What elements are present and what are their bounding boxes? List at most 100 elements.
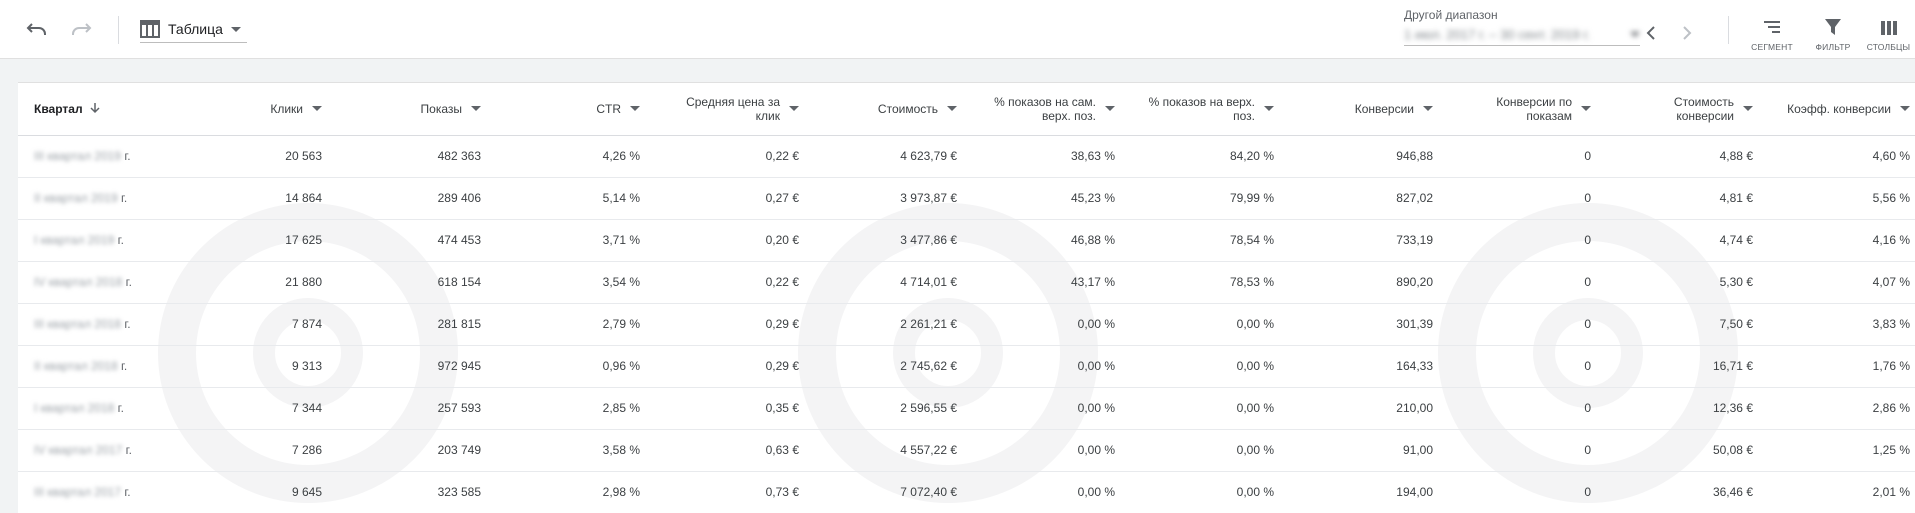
cell-cost: 4 714,01 € (807, 261, 965, 304)
cell-clicks: 7 874 (163, 303, 330, 346)
col-header-clicks[interactable]: Клики (163, 83, 330, 136)
col-header-quarter[interactable]: Квартал (18, 83, 163, 136)
cell-top: 78,54 % (1123, 219, 1282, 262)
cell-view-conversions: 0 (1441, 429, 1599, 472)
table-row: III квартал 2019 г. 20 563 482 363 4,26 … (18, 135, 1915, 178)
cell-conv-rate: 4,16 % (1761, 219, 1915, 262)
col-header-conversions[interactable]: Конверсии (1282, 83, 1441, 136)
view-select-label: Таблица (168, 21, 223, 37)
table-row: IV квартал 2018 г. 21 880 618 154 3,54 %… (18, 261, 1915, 304)
cell-abs-top: 43,17 % (965, 261, 1123, 304)
cell-impressions: 323 585 (330, 471, 489, 513)
cell-ctr: 3,58 % (489, 429, 648, 472)
cell-top: 0,00 % (1123, 429, 1282, 472)
columns-icon (1880, 21, 1897, 35)
cell-conv-rate: 2,01 % (1761, 471, 1915, 513)
cell-ctr: 3,71 % (489, 219, 648, 262)
cell-clicks: 20 563 (163, 135, 330, 178)
cell-impressions: 203 749 (330, 429, 489, 472)
col-header-abs-top[interactable]: % показов на сам. верх. поз. (965, 83, 1123, 136)
col-header-cost-per-conv[interactable]: Стоимость конверсии (1599, 83, 1761, 136)
cell-top: 0,00 % (1123, 345, 1282, 388)
col-header-avg-cpc[interactable]: Средняя цена за клик (648, 83, 807, 136)
cell-abs-top: 46,88 % (965, 219, 1123, 262)
cell-impressions: 618 154 (330, 261, 489, 304)
cell-quarter: IV квартал 2017 г. (18, 429, 163, 472)
cell-avg-cpc: 0,29 € (648, 303, 807, 346)
cell-conv-rate: 4,07 % (1761, 261, 1915, 304)
chevron-right-icon (1683, 26, 1692, 40)
col-header-view-conversions[interactable]: Конверсии по показам (1441, 83, 1599, 136)
cell-ctr: 4,26 % (489, 135, 648, 178)
cell-conversions: 91,00 (1282, 429, 1441, 472)
cell-view-conversions: 0 (1441, 177, 1599, 220)
cell-view-conversions: 0 (1441, 387, 1599, 430)
cell-conv-rate: 2,86 % (1761, 387, 1915, 430)
cell-cost-per-conv: 16,71 € (1599, 345, 1761, 388)
table-row: II квартал 2019 г. 14 864 289 406 5,14 %… (18, 177, 1915, 220)
cell-abs-top: 45,23 % (965, 177, 1123, 220)
view-select[interactable]: Таблица (140, 16, 247, 43)
cell-abs-top: 38,63 % (965, 135, 1123, 178)
toolbar-divider (1728, 16, 1729, 44)
filter-button[interactable]: ФИЛЬТР (1803, 14, 1863, 52)
cell-cost-per-conv: 50,08 € (1599, 429, 1761, 472)
cell-ctr: 2,79 % (489, 303, 648, 346)
cell-impressions: 474 453 (330, 219, 489, 262)
cell-top: 0,00 % (1123, 387, 1282, 430)
cell-abs-top: 0,00 % (965, 471, 1123, 513)
segment-icon (1764, 21, 1780, 33)
col-header-conv-rate[interactable]: Коэфф. конверсии (1761, 83, 1915, 136)
date-range-select[interactable]: 1 июл. 2017 г. – 30 сент. 2019 г. (1404, 27, 1640, 46)
cell-avg-cpc: 0,22 € (648, 135, 807, 178)
cell-cost: 4 623,79 € (807, 135, 965, 178)
cell-ctr: 2,98 % (489, 471, 648, 513)
table-icon (140, 20, 160, 38)
sort-caret-icon (1264, 106, 1274, 112)
chevron-down-icon (230, 26, 241, 32)
sort-caret-icon (1423, 106, 1433, 112)
undo-button[interactable] (22, 14, 52, 44)
cell-avg-cpc: 0,63 € (648, 429, 807, 472)
cell-top: 79,99 % (1123, 177, 1282, 220)
date-range-value: 1 июл. 2017 г. – 30 сент. 2019 г. (1404, 27, 1591, 42)
segment-button[interactable]: СЕГМЕНТ (1742, 14, 1802, 52)
redo-button[interactable] (66, 14, 96, 44)
col-header-impressions[interactable]: Показы (330, 83, 489, 136)
arrow-down-icon (90, 102, 100, 113)
cell-avg-cpc: 0,27 € (648, 177, 807, 220)
sort-caret-icon (789, 106, 799, 112)
prev-period-button[interactable] (1642, 24, 1660, 42)
cell-impressions: 289 406 (330, 177, 489, 220)
cell-ctr: 5,14 % (489, 177, 648, 220)
filter-label: ФИЛЬТР (1815, 42, 1851, 52)
cell-conversions: 210,00 (1282, 387, 1441, 430)
cell-quarter: III квартал 2018 г. (18, 303, 163, 346)
cell-quarter: III квартал 2017 г. (18, 471, 163, 513)
cell-avg-cpc: 0,22 € (648, 261, 807, 304)
undo-icon (26, 23, 46, 35)
cell-conv-rate: 4,60 % (1761, 135, 1915, 178)
cell-top: 84,20 % (1123, 135, 1282, 178)
cell-ctr: 0,96 % (489, 345, 648, 388)
table-header-row: Квартал Клики Показы CTR Средняя цена за… (18, 83, 1915, 136)
cell-view-conversions: 0 (1441, 219, 1599, 262)
cell-quarter: I квартал 2018 г. (18, 387, 163, 430)
filter-icon (1825, 19, 1841, 35)
cell-cost: 7 072,40 € (807, 471, 965, 513)
col-header-top[interactable]: % показов на верх. поз. (1123, 83, 1282, 136)
cell-top: 78,53 % (1123, 261, 1282, 304)
report-table-card: Квартал Клики Показы CTR Средняя цена за… (18, 82, 1915, 513)
cell-cost-per-conv: 36,46 € (1599, 471, 1761, 513)
cell-cost: 2 261,21 € (807, 303, 965, 346)
columns-button[interactable]: СТОЛБЦЫ (1862, 14, 1915, 52)
cell-clicks: 7 286 (163, 429, 330, 472)
col-header-cost[interactable]: Стоимость (807, 83, 965, 136)
cell-ctr: 2,85 % (489, 387, 648, 430)
next-period-button[interactable] (1678, 24, 1696, 42)
redo-icon (72, 23, 92, 35)
cell-cost-per-conv: 5,30 € (1599, 261, 1761, 304)
col-header-ctr[interactable]: CTR (489, 83, 648, 136)
cell-conv-rate: 5,56 % (1761, 177, 1915, 220)
sort-caret-icon (1581, 106, 1591, 112)
